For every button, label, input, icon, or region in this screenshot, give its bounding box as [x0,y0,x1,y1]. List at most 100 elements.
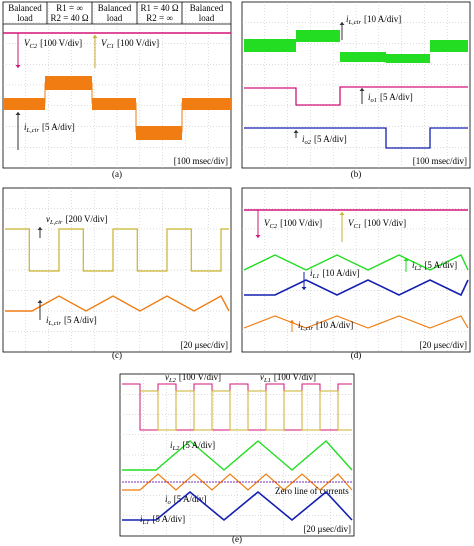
header-cell: R1 = ∞ [56,3,83,13]
label-scale: [200 V/div] [65,214,107,224]
label-symbol: i [310,268,313,278]
label-symbol: i [412,260,415,270]
trace [122,383,352,431]
arrow-head [359,88,365,91]
header-cell: Balanced [8,3,42,13]
label-sub: C2 [270,223,278,230]
label-sub: C2 [30,43,38,50]
header-cell: load [17,13,33,23]
trace-band [386,54,430,63]
label-sub: L,cir [300,325,314,332]
trace-label: vL1 [100 V/div] [260,372,316,384]
label-symbol: i [140,514,143,524]
label-sub: L,cir [26,127,40,134]
label-scale: [100 V/div] [280,218,322,228]
label-symbol: i [302,134,305,144]
label-scale: [5 A/div] [174,494,207,504]
label-scale: [5 A/div] [42,122,75,132]
trace-band [136,126,182,140]
label-symbol: i [346,14,349,24]
annotation: Zero line of currents [275,486,349,496]
trace [244,86,468,106]
trace-band [296,30,340,42]
label-scale: [100 V/div] [40,38,82,48]
trace-label: iL,cir [10 A/div] [346,14,401,26]
trace-band [45,76,92,90]
header-cell: Balanced [98,3,132,13]
trace-label: io1 [5 A/div] [368,92,413,104]
arrow-head [15,65,21,68]
timebase: [20 μsec/div] [419,340,467,350]
label-symbol: V [348,218,355,228]
header-cell: R1 = 40 Ω [140,3,178,13]
label-scale: [5 A/div] [152,514,185,524]
header-cell: load [199,13,215,23]
trace-label: VC2 [100 V/div] [24,38,82,50]
trace-label: io2 [5 A/div] [302,134,347,146]
trace-label: vL2 [100 V/div] [165,372,221,384]
label-symbol: i [165,494,168,504]
trace [243,315,469,329]
label-sub: C1 [107,43,115,50]
timebase: [20 μsec/div] [180,340,228,350]
trace [244,279,469,297]
arrow-head [339,22,345,25]
trace-label: iL,cir [5 A/div] [24,122,75,134]
trace-label: VC1 [100 V/div] [101,38,159,50]
trace-label: iL2 [5 A/div] [412,260,457,272]
trace-label: iL,cir [10 A/div] [298,320,353,332]
trace-label: vL,cir [200 V/div] [46,214,108,226]
trace [122,440,353,471]
timebase: [100 msec/div] [174,156,228,166]
label-symbol: V [264,218,271,228]
caption: (d) [351,350,362,360]
label-sub: L1 [142,519,150,526]
trace-band [430,40,468,52]
trace-band [182,98,231,110]
label-symbol: v [46,214,50,224]
header-cell: Balanced [190,3,224,13]
caption: (a) [112,169,122,179]
label-symbol: V [101,38,108,48]
label-scale: [5 A/div] [64,315,97,325]
label-scale: [100 V/div] [364,218,406,228]
arrow-head [339,212,345,215]
label-sub: o2 [305,139,312,146]
trace-label: iL1 [5 A/div] [140,514,185,526]
timebase: [20 μsec/div] [303,524,351,534]
label-scale: [10 A/div] [316,320,353,330]
label-sub: L1 [312,273,320,280]
label-sub: L,cir [348,19,362,26]
trace [5,228,229,272]
label-scale: [100 V/div] [179,372,221,382]
header-cell: R2 = ∞ [146,13,173,23]
trace-label: iL1 [10 A/div] [310,268,360,280]
label-symbol: i [298,320,301,330]
label-scale: [10 A/div] [322,268,359,278]
trace [243,254,469,271]
label-symbol: i [46,315,49,325]
trace [122,490,353,522]
trace-label: VC2 [100 V/div] [264,218,322,230]
label-symbol: i [368,92,371,102]
trace-label: iL,cir [5 A/div] [46,315,97,327]
label-sub: L,cir [49,219,63,226]
label-sub: L2 [168,377,177,384]
label-sub: o1 [371,97,378,104]
label-scale: [5 A/div] [424,260,457,270]
header-cell: load [107,13,123,23]
trace-label: VC1 [100 V/div] [348,218,406,230]
arrow-head [15,112,21,115]
arrow-head [301,287,307,290]
trace-label: iL2 [5 A/div] [170,440,215,452]
caption: (e) [232,534,242,544]
arrow-head [255,235,261,238]
trace [140,390,352,431]
label-symbol: V [24,38,31,48]
label-sub: L2 [172,445,181,452]
trace-band [244,39,296,52]
trace-band [3,98,45,110]
label-scale: [5 A/div] [314,134,347,144]
trace [5,295,230,312]
